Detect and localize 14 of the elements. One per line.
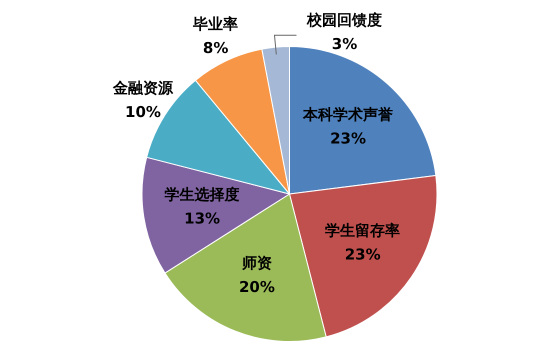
data-label: 10% [125,102,161,121]
slice-label: 学生留存率 [325,222,400,240]
slice-label: 金融资源 [112,78,174,97]
slice-label: 师资 [240,254,272,272]
slice-label: 校园回馈度 [306,11,382,30]
data-label: 8% [202,38,228,57]
data-label: 23% [330,130,366,148]
data-label: 3% [332,35,358,54]
slice-label: 学生选择度 [164,186,240,204]
data-label: 13% [184,210,220,228]
data-label: 23% [344,246,381,264]
slice-label: 毕业率 [192,14,238,33]
slice-label: 本科学术声誉 [302,106,394,124]
data-label: 20% [238,278,275,296]
